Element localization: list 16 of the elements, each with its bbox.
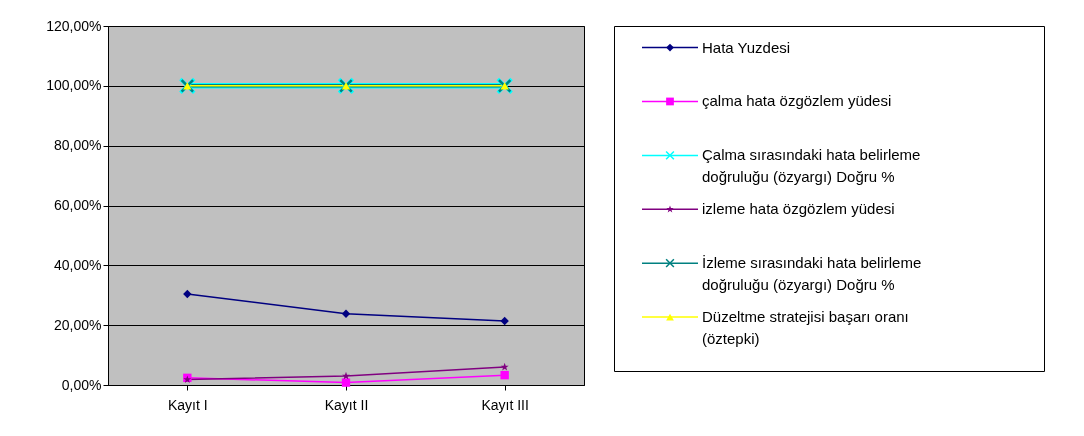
legend-label: Hata Yuzdesi [702,38,791,56]
y-tick-label: 100,00% [46,77,102,94]
x-tick-label: Kayıt II [324,396,369,413]
x-tick-label: Kayıt I [167,396,208,413]
y-tick-label: 20,00% [54,316,102,333]
y-tick-label: 40,00% [54,256,102,273]
legend-label: çalma hata özgözlem yüdesi [702,92,892,110]
y-tick-label: 80,00% [54,137,102,154]
legend-label: izleme hata özgözlem yüdesi [702,200,895,218]
legend-label: Düzeltme stratejisi başarı oranı (öztepki) [702,308,909,348]
y-tick-label: 60,00% [54,197,102,213]
y-tick-label: 0,00% [61,376,102,393]
legend-label: Çalma sırasındaki hata belirleme doğruluğu (özyargı) Doğru % [702,146,921,186]
legend-label: İzleme sırasındaki hata belirleme doğruluğu (özyargı) Doğru % [702,254,922,294]
x-tick-label: Kayıt III [481,396,529,413]
y-tick-label: 120,00% [46,17,102,34]
